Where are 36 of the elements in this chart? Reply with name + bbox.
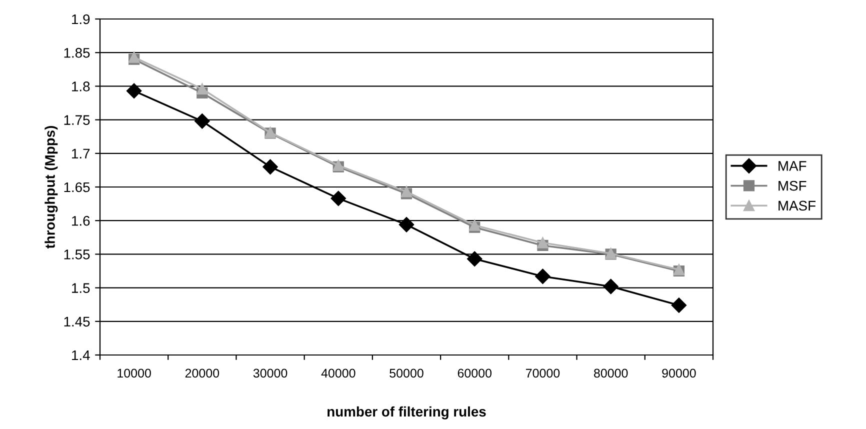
point: [535, 268, 550, 284]
y-tick-label: 1.8: [72, 82, 90, 92]
x-tick-label: 10000: [118, 368, 151, 378]
legend-label: MAF: [778, 161, 806, 171]
x-tick-label: 30000: [253, 368, 288, 378]
x-tick-label: 60000: [458, 368, 492, 378]
y-axis-title: throughput (Mpps): [44, 126, 58, 249]
y-tick-label: 1.75: [64, 115, 90, 125]
point: [330, 190, 346, 206]
y-tick-label: 1.85: [64, 48, 90, 58]
y-tick-label: 1.65: [64, 182, 90, 192]
point: [603, 278, 618, 294]
point: [537, 237, 548, 248]
y-tick-label: 1.55: [64, 250, 90, 260]
x-axis-title: number of filtering rules: [328, 406, 486, 420]
legend-label: MASF: [778, 200, 816, 211]
point: [671, 298, 687, 313]
y-tick-label: 1.4: [72, 350, 90, 360]
point: [196, 83, 208, 94]
x-tick-label: 90000: [662, 368, 696, 378]
point: [126, 83, 142, 98]
point: [398, 217, 414, 232]
y-tick-label: 1.9: [72, 14, 90, 24]
point: [467, 251, 482, 266]
x-tick-label: 50000: [390, 368, 424, 378]
y-tick-label: 1.5: [72, 283, 90, 293]
point: [194, 114, 210, 129]
x-tick-label: 80000: [594, 368, 628, 378]
x-tick-label: 40000: [321, 368, 356, 378]
y-tick-label: 1.45: [64, 316, 90, 327]
x-tick-label: 70000: [526, 368, 560, 378]
point: [262, 159, 278, 174]
y-tick-label: 1.6: [72, 216, 90, 226]
y-tick-label: 1.7: [72, 148, 90, 158]
x-tick-label: 20000: [185, 368, 220, 378]
legend-label: MSF: [778, 180, 806, 191]
